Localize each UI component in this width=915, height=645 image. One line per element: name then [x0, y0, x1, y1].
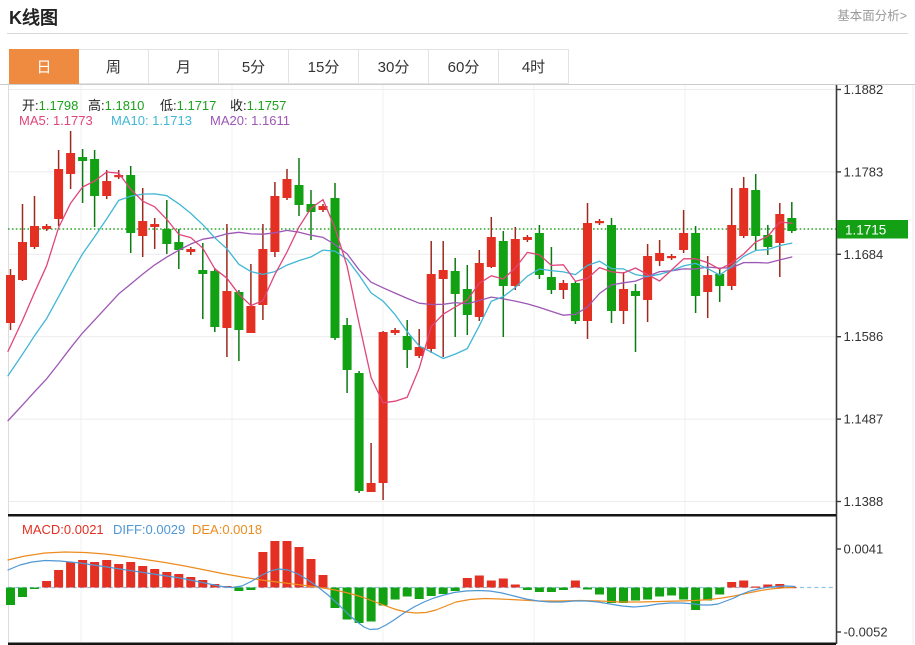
svg-text:1.1388: 1.1388: [844, 494, 884, 509]
svg-text:1.1783: 1.1783: [844, 164, 884, 179]
svg-text:1.1586: 1.1586: [844, 329, 884, 344]
svg-text:1.1715: 1.1715: [845, 223, 886, 238]
svg-text:1.1487: 1.1487: [844, 412, 884, 427]
svg-text:0.0041: 0.0041: [844, 542, 884, 557]
svg-text:-0.0052: -0.0052: [844, 625, 888, 640]
svg-text:1.1882: 1.1882: [844, 82, 884, 97]
svg-text:1.1684: 1.1684: [844, 247, 884, 262]
